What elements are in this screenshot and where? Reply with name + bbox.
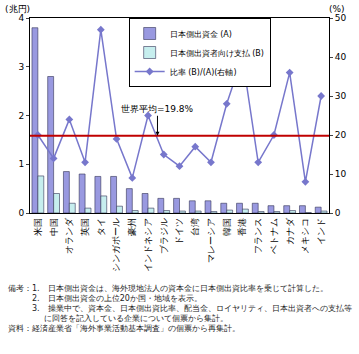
svg-text:タイ: タイ: [96, 218, 106, 236]
svg-text:フランス: フランス: [253, 218, 263, 254]
svg-text:台湾: 台湾: [190, 218, 200, 236]
svg-text:50: 50: [335, 13, 347, 23]
svg-text:(%): (%): [329, 4, 345, 14]
svg-text:(兆円): (兆円): [5, 4, 30, 14]
svg-text:インド: インド: [316, 218, 326, 245]
svg-text:ブラジル: ブラジル: [159, 218, 169, 254]
svg-text:日本側出資者向け支払 (B): 日本側出資者向け支払 (B): [170, 49, 264, 58]
svg-text:10: 10: [335, 169, 347, 179]
svg-text:4: 4: [18, 13, 24, 23]
svg-text:1: 1: [18, 159, 24, 169]
svg-text:英国: 英国: [80, 218, 90, 236]
svg-text:比率 (B)/(A)(右軸): 比率 (B)/(A)(右軸): [170, 68, 237, 77]
html-text:2. 日本側出資金の上位20か国・地域を表示。: 2. 日本側出資金の上位20か国・地域を表示。: [32, 294, 202, 303]
html-text:3. 操業中で、資本金、日本側出資比率、配当金、ロイヤリティ: 3. 操業中で、資本金、日本側出資比率、配当金、ロイヤリティ、日本出資者への支払…: [32, 304, 352, 323]
svg-text:世界平均=19.8%: 世界平均=19.8%: [121, 104, 194, 114]
svg-text:40: 40: [335, 52, 347, 62]
html-text:資料：経済産業省「海外事業活動基本調査」の個票から再集計。: 資料：経済産業省「海外事業活動基本調査」の個票から再集計。: [8, 324, 240, 333]
svg-text:韓国: 韓国: [222, 218, 232, 236]
svg-text:2: 2: [18, 111, 24, 121]
svg-text:0: 0: [335, 208, 341, 218]
svg-text:中国: 中国: [49, 218, 59, 236]
svg-text:オランダ: オランダ: [64, 217, 74, 254]
svg-text:メキシコ: メキシコ: [300, 218, 310, 254]
svg-text:ベトナム: ベトナム: [269, 218, 279, 254]
svg-text:香港: 香港: [237, 218, 247, 236]
svg-text:30: 30: [335, 91, 347, 101]
svg-text:インドネシア: インドネシア: [143, 218, 153, 272]
svg-text:シンガポール: シンガポール: [111, 218, 121, 272]
svg-text:3: 3: [18, 62, 24, 72]
svg-text:マレーシア: マレーシア: [206, 218, 216, 263]
svg-text:20: 20: [335, 130, 347, 140]
svg-text:カナダ: カナダ: [285, 217, 295, 245]
html-text:備考：1. 日本側出資金は、海外現地法人の資本金に日本側出資: 備考：1. 日本側出資金は、海外現地法人の資本金に日本側出資比率を乗じて計算した…: [8, 284, 328, 293]
svg-text:米国: 米国: [33, 218, 43, 236]
svg-text:0: 0: [18, 208, 24, 218]
svg-text:日本側出資金 (A): 日本側出資金 (A): [170, 30, 232, 39]
svg-text:豪州: 豪州: [127, 218, 137, 236]
svg-text:ドイツ: ドイツ: [174, 218, 184, 245]
